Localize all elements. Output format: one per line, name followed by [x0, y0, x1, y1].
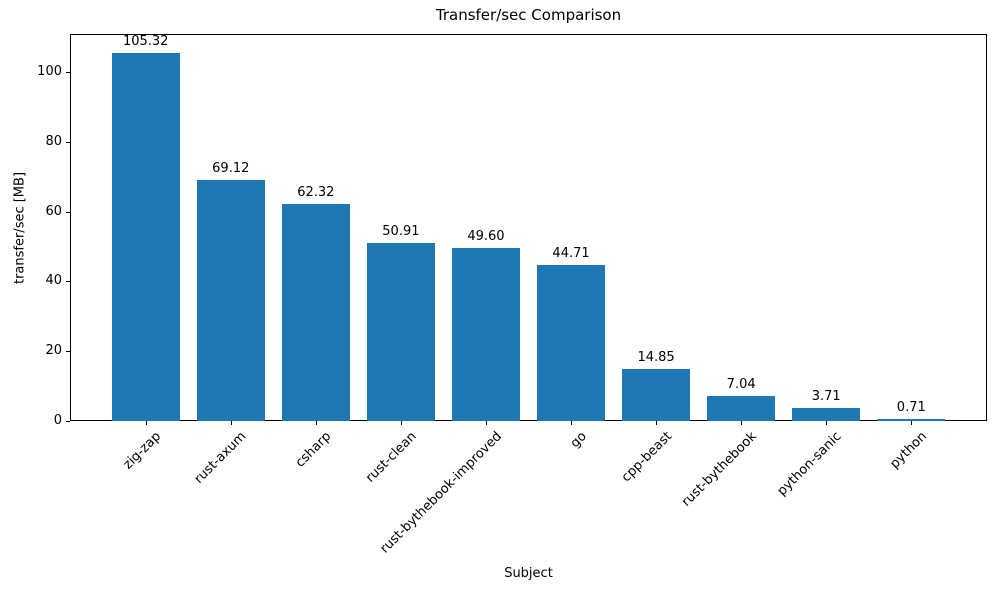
- chart-title: Transfer/sec Comparison: [435, 6, 622, 24]
- bar: [281, 203, 350, 421]
- x-category-label: cpp-beast: [618, 429, 675, 486]
- y-axis-label: transfer/sec [MB]: [12, 171, 28, 285]
- x-axis-label: Subject: [504, 566, 553, 581]
- bar-value-label: 3.71: [811, 389, 841, 405]
- y-tick-label: 40: [45, 273, 62, 289]
- bar: [111, 53, 180, 421]
- y-tick-label: 60: [45, 203, 62, 219]
- bar-value-label: 69.12: [212, 160, 250, 176]
- bar: [622, 369, 691, 421]
- x-category-label: rust-clean: [362, 429, 420, 486]
- x-tick-mark: [230, 421, 232, 425]
- y-tick-mark: [66, 211, 70, 213]
- x-category-label: csharp: [292, 429, 335, 471]
- bar-value-label: 50.91: [382, 224, 420, 240]
- bar-value-label: 14.85: [637, 350, 675, 366]
- x-category-label: python: [887, 429, 930, 472]
- bar: [792, 408, 861, 421]
- x-category-label: rust-bythebook: [679, 429, 760, 510]
- bar-value-label: 7.04: [726, 377, 756, 393]
- y-tick-mark: [66, 421, 70, 422]
- x-category-label: rust-axum: [191, 429, 250, 487]
- bar: [196, 179, 265, 421]
- x-tick-mark: [485, 421, 487, 425]
- bar-value-label: 49.60: [467, 228, 505, 244]
- y-tick-label: 20: [45, 343, 62, 359]
- bar: [707, 396, 776, 421]
- y-tick-mark: [66, 141, 70, 143]
- bar-value-label: 44.71: [552, 245, 590, 261]
- y-tick-mark: [66, 72, 70, 74]
- bar-value-label: 105.32: [122, 34, 169, 50]
- y-tick-mark: [66, 351, 70, 353]
- x-tick-mark: [315, 421, 317, 425]
- bar-value-label: 0.71: [896, 399, 926, 415]
- x-tick-mark: [741, 421, 743, 425]
- x-category-label: go: [567, 429, 590, 452]
- y-tick-label: 100: [37, 64, 62, 80]
- bar: [451, 247, 520, 421]
- x-tick-mark: [656, 421, 658, 425]
- bar: [366, 243, 435, 421]
- bar-value-label: 62.32: [297, 184, 335, 200]
- x-tick-mark: [145, 421, 147, 425]
- bar: [537, 264, 606, 421]
- bar: [877, 418, 946, 421]
- x-category-label: python-sanic: [774, 429, 845, 499]
- x-tick-mark: [826, 421, 828, 425]
- x-tick-mark: [400, 421, 402, 425]
- x-tick-mark: [571, 421, 573, 425]
- y-tick-mark: [66, 281, 70, 283]
- x-category-label: zig-zap: [120, 429, 165, 473]
- x-tick-mark: [911, 421, 913, 425]
- y-tick-label: 80: [45, 133, 62, 149]
- y-tick-label: 0: [53, 413, 62, 428]
